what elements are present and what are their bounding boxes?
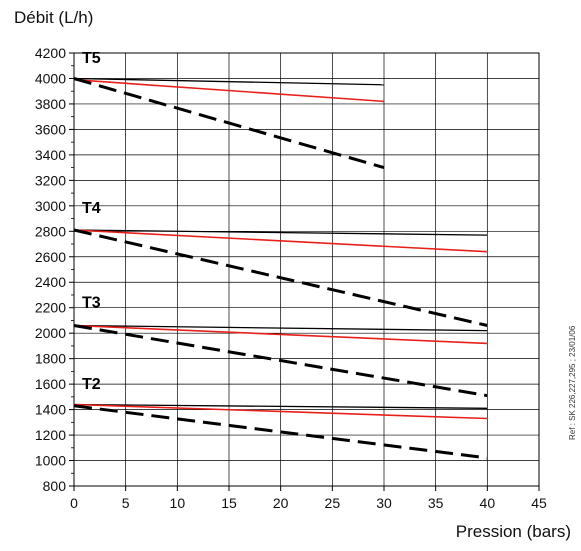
y-tick-label: 1000: [35, 453, 66, 469]
group-label-t2: T2: [82, 376, 101, 393]
y-tick-labels: 800 1000 1200 1400 1600 1800 2000 2200 2400 2600 2…: [35, 45, 66, 494]
y-tick-label: 1800: [35, 351, 66, 367]
y-tick-label: 2400: [35, 274, 66, 290]
series-line-t3-solid-red: [73, 324, 488, 345]
x-tick-label: 45: [531, 495, 547, 511]
y-tick-label: 4000: [35, 70, 66, 86]
y-tick-label: 1200: [35, 427, 66, 443]
y-tick-label: 3200: [35, 172, 66, 188]
x-tick-label: 25: [325, 495, 341, 511]
y-tick-label: 2600: [35, 249, 66, 265]
y-tick-label: 2200: [35, 300, 66, 316]
series-line-t5-solid-red: [73, 78, 385, 103]
series-line-t4-dashed-black: [73, 228, 488, 327]
series-lines: [73, 77, 488, 460]
series-line-t3-solid-black: [73, 324, 488, 332]
group-label-t3: T3: [82, 294, 101, 311]
x-tick-label: 35: [428, 495, 444, 511]
x-tick-labels: 0 5 10 15 20 25 30 35 40 45: [70, 495, 547, 511]
x-tick-label: 40: [480, 495, 496, 511]
y-tick-label: 3400: [35, 147, 66, 163]
y-tick-label: 1400: [35, 402, 66, 418]
x-tick-label: 15: [221, 495, 237, 511]
series-line-t4-solid-black: [73, 229, 488, 236]
x-axis-label: Pression (bars): [455, 522, 571, 541]
grid: [73, 52, 540, 487]
plot-frame: [73, 52, 540, 487]
group-label-t4: T4: [82, 200, 101, 217]
series-line-t3-dashed-black: [73, 324, 488, 398]
series-line-t2-solid-red: [73, 403, 488, 420]
series-line-t5-dashed-black: [73, 77, 385, 170]
series-line-t2-solid-black: [73, 403, 488, 409]
reference-note: Ref : SK 226,227,295 ; 23/01/06: [568, 325, 577, 440]
y-tick-label: 2000: [35, 325, 66, 341]
series-line-t2-dashed-black: [73, 404, 488, 460]
x-tick-label: 20: [273, 495, 289, 511]
group-label-t5: T5: [82, 50, 101, 67]
y-tick-label: 4200: [35, 45, 66, 61]
x-tick-label: 10: [170, 495, 186, 511]
series-line-t5-solid-black: [73, 77, 385, 86]
y-tick-label: 3600: [35, 121, 66, 137]
axes: [69, 52, 540, 491]
y-tick-label: 3800: [35, 96, 66, 112]
group-labels: T5 T4 T3 T2: [82, 50, 101, 393]
series-line-t4-solid-red: [73, 229, 488, 253]
y-tick-label: 2800: [35, 223, 66, 239]
x-tick-label: 5: [122, 495, 130, 511]
y-tick-label: 800: [43, 478, 67, 494]
y-tick-label: 1600: [35, 376, 66, 392]
x-tick-label: 0: [70, 495, 78, 511]
y-axis-label: Débit (L/h): [14, 8, 94, 27]
y-tick-label: 3000: [35, 198, 66, 214]
x-tick-label: 30: [376, 495, 392, 511]
